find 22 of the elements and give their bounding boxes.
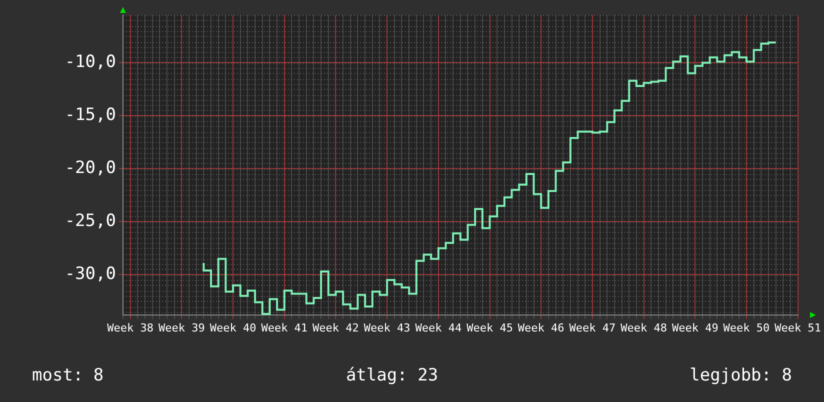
x-tick-label: Week 40: [210, 321, 256, 334]
y-tick-label: -20,0: [64, 158, 116, 178]
x-tick-label: Week 46: [518, 321, 564, 334]
x-tick-label: Week 50: [723, 321, 770, 334]
y-tick-label: -25,0: [64, 211, 116, 232]
text: legjobb: 8: [690, 365, 792, 386]
x-tick-label: Week 38: [107, 321, 154, 334]
y-tick-label: -15,0: [64, 105, 116, 126]
text: átlag: 23: [346, 365, 438, 386]
x-tick-label: Week 48: [620, 321, 667, 334]
y-tick-label: -30,0: [64, 264, 116, 284]
x-tick-label: Week 51: [774, 321, 821, 334]
x-tick-label: Week 49: [672, 321, 718, 334]
x-tick-label: Week 41: [261, 321, 308, 334]
x-tick-label: Week 45: [466, 321, 513, 334]
x-tick-label: Week 44: [415, 321, 462, 334]
text: most: 8: [32, 365, 104, 386]
x-tick-label: Week 47: [569, 321, 616, 334]
x-tick-label: Week 42: [312, 321, 359, 334]
x-tick-label: Week 39: [158, 321, 205, 334]
x-tick-label: Week 43: [364, 321, 410, 334]
y-tick-label: -10,0: [64, 52, 116, 72]
